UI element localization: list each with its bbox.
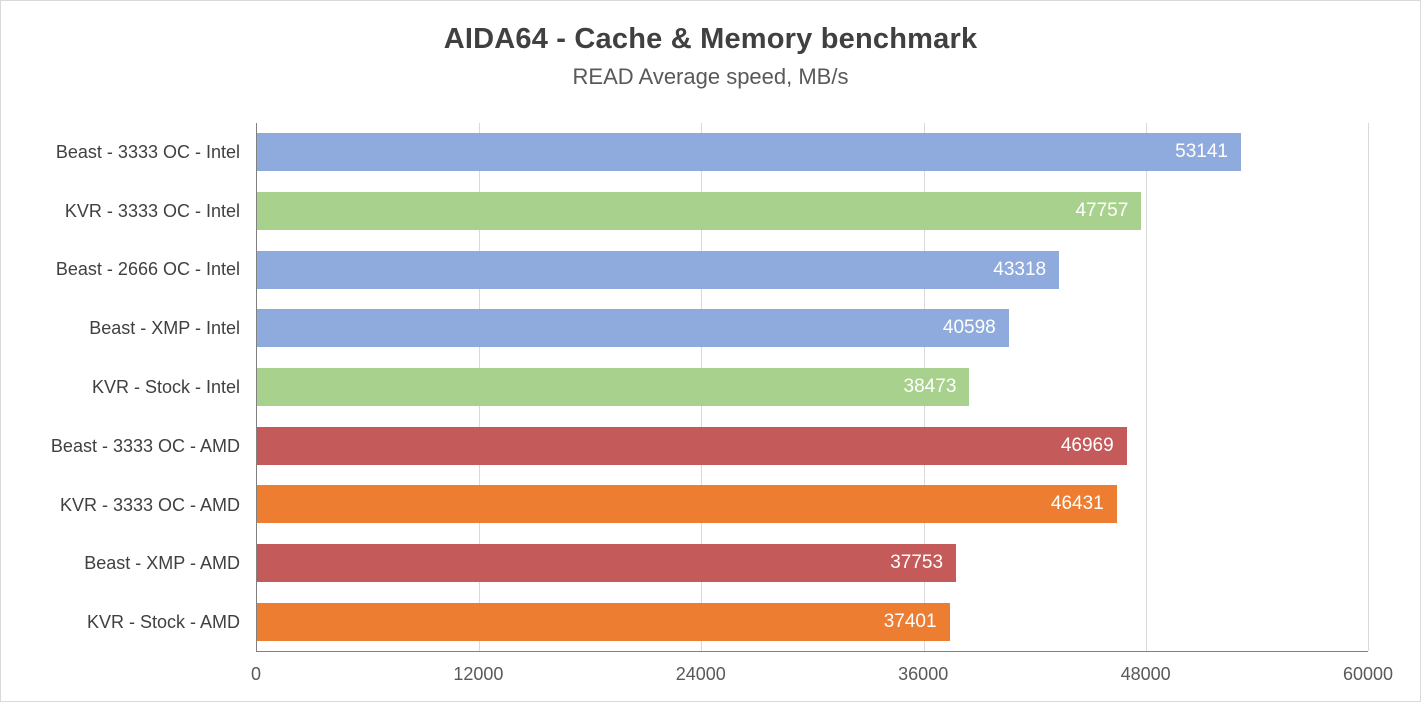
bar-row: 53141 (257, 123, 1368, 182)
category-label: Beast - XMP - Intel (89, 318, 240, 339)
bar-value-label: 38473 (903, 376, 957, 398)
category-label: KVR - 3333 OC - Intel (64, 200, 240, 221)
gridline (1368, 123, 1369, 651)
bar: 46969 (257, 426, 1127, 465)
bar-row: 37401 (257, 592, 1368, 651)
bar: 38473 (257, 368, 970, 407)
bar-row: 40598 (257, 299, 1368, 358)
category-label: Beast - 3333 OC - AMD (50, 435, 240, 456)
bar-row: 37753 (257, 534, 1368, 593)
x-tick-label: 12000 (453, 664, 504, 684)
bar-value-label: 37401 (883, 610, 937, 632)
category-label: Beast - 3333 OC - Intel (55, 141, 240, 162)
bar-chart: Beast - 3333 OC - Intel KVR - 3333 OC - I… (13, 123, 1369, 652)
category-label: KVR - Stock - AMD (86, 612, 240, 633)
x-tick-label: 48000 (1120, 664, 1171, 684)
bar: 43318 (257, 250, 1060, 289)
bar: 46431 (257, 485, 1117, 524)
bar-row: 46969 (257, 416, 1368, 475)
bar-row: 38473 (257, 358, 1368, 417)
x-tick-label: 24000 (675, 664, 726, 684)
bar-value-label: 37753 (890, 552, 944, 574)
category-label: KVR - 3333 OC - AMD (59, 494, 240, 515)
bar-value-label: 40598 (942, 317, 996, 339)
x-tick-label: 0 (250, 664, 262, 684)
category-label: Beast - XMP - AMD (84, 553, 240, 574)
bar-value-label: 46431 (1050, 493, 1104, 515)
category-label: KVR - Stock - Intel (91, 377, 240, 398)
bar: 40598 (257, 309, 1009, 348)
plot-area: 53141 47757 43318 40598 38473 46969 46431 37753… (256, 123, 1369, 652)
gridline (1145, 123, 1147, 651)
x-axis-ticks: 0 12000 24000 36000 48000 60000 (251, 652, 1393, 692)
category-axis: Beast - 3333 OC - Intel KVR - 3333 OC - I… (13, 123, 256, 652)
bar-row: 46431 (257, 475, 1368, 534)
bar-value-label: 46969 (1060, 434, 1114, 456)
bar: 53141 (257, 133, 1241, 172)
chart-title: AIDA64 - Cache & Memory benchmark (443, 23, 978, 55)
category-label: Beast - 2666 OC - Intel (55, 259, 240, 280)
bars-container: 53141 47757 43318 40598 38473 46969 46431 37753… (257, 123, 1368, 651)
chart-subtitle: READ Average speed, MB/s (572, 64, 849, 89)
bar-value-label: 53141 (1175, 141, 1228, 163)
x-tick-label: 60000 (1342, 664, 1394, 684)
bar-row: 47757 (257, 182, 1368, 241)
x-tick-label: 36000 (898, 664, 949, 684)
bar: 47757 (257, 192, 1142, 230)
bar-value-label: 47757 (1075, 200, 1129, 221)
x-axis: 0 12000 24000 36000 48000 60000 (13, 652, 1393, 692)
bar-value-label: 43318 (993, 258, 1047, 280)
bar: 37401 (257, 602, 950, 641)
bar-row: 43318 (257, 240, 1368, 299)
bar: 37753 (257, 544, 957, 583)
